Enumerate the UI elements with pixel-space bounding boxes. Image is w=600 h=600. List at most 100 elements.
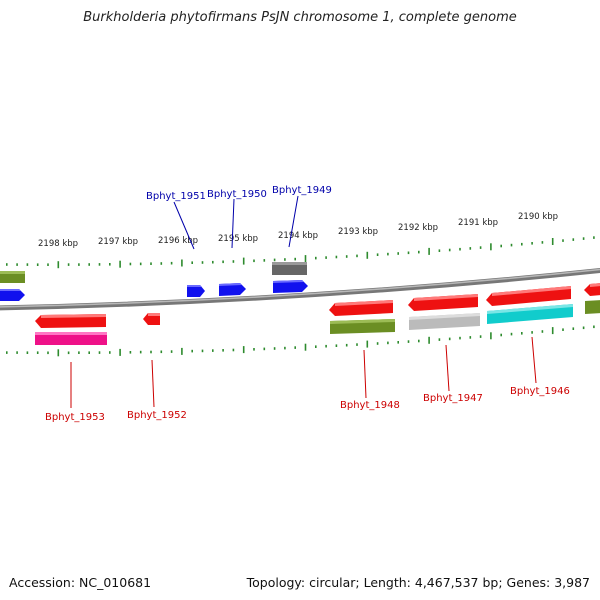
gene-label-lower[interactable]: Bphyt_1948: [340, 400, 400, 411]
minor-tick: [26, 263, 29, 266]
outer-tick-track: [6, 236, 595, 269]
minor-tick: [531, 242, 533, 245]
minor-tick: [88, 351, 90, 354]
minor-tick: [150, 262, 152, 265]
minor-tick: [150, 350, 152, 354]
minor-tick: [510, 243, 513, 247]
gene-block[interactable]: [272, 262, 307, 275]
major-tick: [428, 336, 430, 344]
minor-tick: [459, 336, 461, 340]
kbp-label: 2191 kbp: [458, 218, 498, 228]
minor-tick: [212, 349, 214, 352]
gene-label-lower[interactable]: Bphyt_1952: [127, 410, 187, 421]
gene-block[interactable]: [35, 332, 107, 345]
major-tick: [181, 347, 183, 355]
minor-tick: [273, 258, 276, 262]
chromosome-backbone: [0, 268, 600, 311]
minor-tick: [448, 248, 451, 252]
minor-tick: [387, 341, 389, 345]
major-tick: [366, 340, 369, 348]
gene-label-upper[interactable]: Bphyt_1950: [207, 189, 267, 200]
minor-tick: [36, 263, 39, 266]
minor-tick: [407, 251, 410, 255]
minor-tick: [47, 351, 49, 355]
minor-tick: [459, 247, 461, 251]
kbp-label: 2197 kbp: [98, 237, 138, 247]
minor-tick: [294, 346, 296, 349]
minor-tick: [16, 351, 18, 354]
scale-labels: 2198 kbp 2197 kbp 2196 kbp 2195 kbp 2194…: [38, 212, 558, 249]
minor-tick: [438, 338, 441, 341]
minor-tick: [438, 249, 441, 252]
minor-tick: [201, 349, 204, 353]
minor-tick: [191, 261, 193, 264]
minor-tick: [222, 349, 224, 352]
minor-tick: [78, 351, 80, 354]
major-tick: [119, 260, 121, 268]
minor-tick: [263, 347, 266, 351]
minor-tick: [253, 259, 255, 263]
minor-tick: [397, 252, 399, 255]
minor-tick: [469, 247, 472, 250]
minor-tick: [582, 237, 585, 240]
minor-tick: [376, 342, 379, 345]
minor-tick: [582, 326, 585, 330]
gene-label-lower[interactable]: Bphyt_1947: [423, 393, 483, 404]
minor-tick: [222, 260, 224, 264]
gene-label-lower[interactable]: Bphyt_1946: [510, 386, 570, 397]
gene-arrow[interactable]: [187, 285, 205, 297]
minor-tick: [16, 263, 18, 266]
major-tick: [57, 261, 60, 269]
upper-label-connectors: [173, 195, 299, 250]
reverse-strand-genes: [35, 283, 600, 345]
gene-arrow[interactable]: [273, 280, 308, 293]
accession-text: Accession: NC_010681: [9, 575, 152, 590]
minor-tick: [541, 330, 544, 333]
gene-arrow[interactable]: [219, 283, 246, 296]
minor-tick: [500, 244, 502, 248]
minor-tick: [6, 263, 8, 266]
minor-tick: [191, 349, 193, 353]
minor-tick: [88, 263, 90, 266]
minor-tick: [294, 257, 296, 261]
minor-tick: [170, 350, 173, 353]
minor-tick: [212, 260, 214, 264]
minor-tick: [407, 340, 410, 343]
minor-tick: [315, 256, 317, 260]
major-tick: [119, 348, 121, 356]
minor-tick: [500, 333, 502, 337]
minor-tick: [67, 263, 70, 266]
minor-tick: [284, 346, 286, 350]
major-tick: [57, 349, 60, 357]
minor-tick: [129, 351, 132, 354]
gene-arrow[interactable]: [486, 286, 571, 306]
minor-tick: [232, 348, 235, 352]
minor-tick: [593, 236, 595, 239]
minor-tick: [356, 343, 358, 346]
kbp-label: 2190 kbp: [518, 212, 558, 222]
minor-tick: [160, 350, 163, 354]
minor-tick: [593, 325, 595, 329]
gene-label-upper[interactable]: Bphyt_1951: [146, 191, 206, 202]
gene-block[interactable]: [585, 300, 600, 314]
lower-label-connectors: [70, 336, 537, 408]
gene-label-lower[interactable]: Bphyt_1953: [45, 412, 105, 423]
minor-tick: [469, 336, 472, 339]
gene-arrow[interactable]: [0, 289, 25, 301]
minor-tick: [325, 256, 327, 259]
major-tick: [366, 251, 369, 259]
gene-label-upper[interactable]: Bphyt_1949: [272, 185, 332, 196]
minor-tick: [170, 261, 173, 265]
major-tick: [304, 255, 307, 263]
minor-tick: [139, 262, 142, 266]
forward-strand-genes: [0, 262, 308, 301]
gene-block[interactable]: [487, 304, 573, 324]
minor-tick: [232, 260, 235, 263]
minor-tick: [345, 343, 348, 347]
major-tick: [490, 332, 492, 340]
minor-tick: [335, 344, 338, 347]
minor-tick: [479, 335, 482, 338]
minor-tick: [109, 263, 111, 266]
minor-tick: [273, 347, 276, 350]
